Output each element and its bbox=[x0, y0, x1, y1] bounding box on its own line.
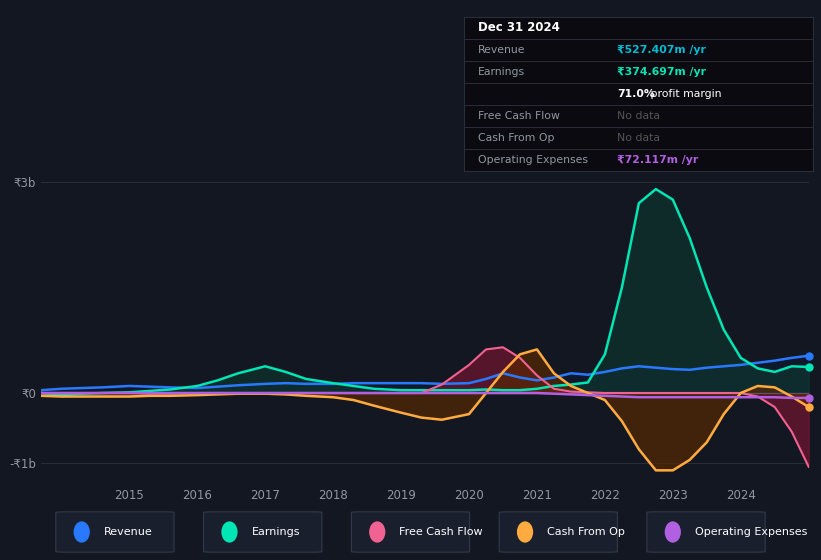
FancyBboxPatch shape bbox=[56, 512, 174, 552]
Text: Cash From Op: Cash From Op bbox=[548, 527, 625, 537]
Text: ₹527.407m /yr: ₹527.407m /yr bbox=[617, 45, 706, 55]
Text: profit margin: profit margin bbox=[647, 89, 722, 99]
Text: No data: No data bbox=[617, 111, 660, 121]
Ellipse shape bbox=[665, 521, 681, 543]
Text: Operating Expenses: Operating Expenses bbox=[478, 155, 588, 165]
Text: 71.0%: 71.0% bbox=[617, 89, 655, 99]
FancyBboxPatch shape bbox=[204, 512, 322, 552]
Ellipse shape bbox=[369, 521, 385, 543]
FancyBboxPatch shape bbox=[499, 512, 617, 552]
Text: Revenue: Revenue bbox=[478, 45, 525, 55]
Ellipse shape bbox=[222, 521, 237, 543]
Text: Revenue: Revenue bbox=[103, 527, 153, 537]
Text: ₹72.117m /yr: ₹72.117m /yr bbox=[617, 155, 699, 165]
Text: Dec 31 2024: Dec 31 2024 bbox=[478, 21, 560, 34]
Text: Free Cash Flow: Free Cash Flow bbox=[400, 527, 483, 537]
Ellipse shape bbox=[74, 521, 89, 543]
FancyBboxPatch shape bbox=[351, 512, 470, 552]
Text: Earnings: Earnings bbox=[252, 527, 300, 537]
Text: Cash From Op: Cash From Op bbox=[478, 133, 554, 143]
Text: No data: No data bbox=[617, 133, 660, 143]
Text: Earnings: Earnings bbox=[478, 67, 525, 77]
Text: ₹374.697m /yr: ₹374.697m /yr bbox=[617, 67, 706, 77]
Text: Operating Expenses: Operating Expenses bbox=[695, 527, 807, 537]
FancyBboxPatch shape bbox=[647, 512, 765, 552]
Text: Free Cash Flow: Free Cash Flow bbox=[478, 111, 560, 121]
Ellipse shape bbox=[517, 521, 533, 543]
